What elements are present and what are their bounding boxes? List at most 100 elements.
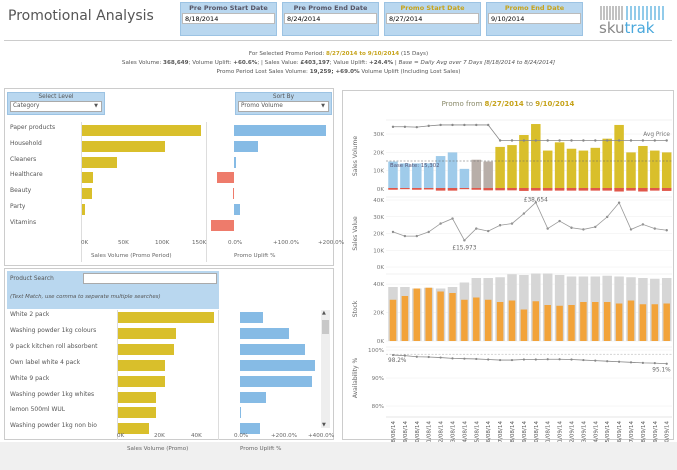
select-level-value[interactable]: Category ▼ — [10, 101, 102, 112]
availability-point — [665, 362, 668, 365]
availability-point — [403, 354, 406, 357]
sort-by-selected: Promo Volume — [241, 103, 283, 109]
x-tick: 07/09/14 — [629, 421, 635, 447]
y-tick: 80% — [372, 404, 384, 410]
availability-end-label: 95.1% — [652, 368, 671, 374]
lost-uplift-value: ; +69.0% — [331, 69, 360, 75]
volume-bar — [117, 423, 150, 435]
lost-sales-bar — [435, 188, 446, 191]
x-tick: 02/09/14 — [570, 421, 576, 447]
stock-bar — [651, 304, 659, 341]
y-tick: 30K — [373, 215, 384, 221]
sales-volume-bar — [459, 168, 470, 189]
barcode-icon — [600, 6, 664, 20]
avg-price-point — [606, 139, 609, 142]
min-value-label: £15,973 — [452, 245, 476, 251]
chart-separator — [218, 310, 219, 440]
row-label: 9 pack kitchen roll absorbent — [10, 342, 98, 350]
lost-sales-bar — [412, 188, 422, 190]
volume-tick: 0K — [81, 240, 89, 246]
row-label: White 2 pack — [10, 311, 50, 318]
avg-price-point — [451, 123, 454, 127]
row-label: Washing powder 1kg colours — [10, 326, 97, 334]
row-label: Washing powder 1kg whites — [10, 390, 95, 398]
pre-promo-end-input[interactable] — [284, 13, 377, 24]
promo-summary: For Selected Promo Period: 8/27/2014 to … — [0, 50, 677, 77]
lost-sales-bar — [507, 188, 517, 191]
uplift-tick: 0.0% — [234, 433, 249, 439]
availability-point — [415, 355, 418, 358]
volume-bar — [117, 391, 156, 403]
promo-start-input[interactable] — [386, 13, 479, 24]
volume-axis-title: Sales Volume (Promo) — [127, 446, 189, 452]
summary-days: (15 Days) — [399, 51, 429, 57]
row-label: lemon 500ml WUL — [10, 406, 66, 414]
availability-point — [499, 358, 502, 362]
avg-price-point — [463, 123, 466, 127]
avg-price-point — [534, 139, 537, 142]
x-tick: 29/08/14 — [522, 421, 528, 447]
sales-volume-bar — [626, 152, 636, 189]
sales-value-value: £403,197 — [300, 60, 330, 66]
uplift-bar — [240, 343, 305, 355]
avg-price-point — [570, 139, 573, 142]
sales-volume-bar — [578, 150, 589, 189]
avg-price-point — [629, 139, 633, 142]
availability-point — [594, 359, 597, 362]
volume-bar — [81, 188, 92, 200]
lost-sales-bar — [471, 188, 482, 190]
uplift-tick: 0.0% — [228, 240, 243, 246]
stock-bar — [603, 302, 611, 341]
availability-point — [487, 358, 490, 361]
y-tick: 0K — [377, 265, 385, 271]
y-tick: 20K — [373, 150, 384, 156]
x-tick: 22/08/14 — [439, 421, 445, 447]
uplift-bar — [240, 391, 267, 403]
sort-by-value[interactable]: Promo Volume ▼ — [238, 101, 329, 112]
scroll-up-icon[interactable]: ▲ — [322, 310, 326, 316]
scrollbar-thumb[interactable] — [322, 320, 329, 334]
stock-bar — [532, 301, 540, 341]
promo-end-input[interactable] — [488, 13, 581, 24]
sort-by-dropdown[interactable]: Sort By Promo Volume ▼ — [235, 92, 332, 115]
x-tick: 24/08/14 — [462, 421, 468, 447]
pre-promo-start-input[interactable] — [182, 13, 275, 24]
sales-volume-bar — [519, 135, 529, 189]
summary-promo-end: 9/10/2014 — [367, 51, 400, 57]
product-search-input[interactable] — [83, 273, 217, 284]
scroll-down-icon[interactable]: ▼ — [322, 422, 326, 428]
product-list-scrollbar[interactable]: ▲ ▼ — [321, 310, 330, 428]
row-label: Party — [10, 203, 26, 210]
sales-volume-bar — [447, 152, 458, 189]
skutrak-logo: skutrak — [595, 4, 673, 37]
y-tick: 0K — [377, 339, 385, 345]
x-tick: 05/09/14 — [605, 421, 611, 447]
max-value-label: £38,654 — [524, 197, 548, 203]
stock-bar — [437, 291, 444, 341]
sales-volume-bar — [400, 163, 410, 189]
chart-separator — [206, 122, 207, 262]
lost-sales-bar — [400, 188, 410, 190]
product-search-box: Product Search (Text Match, use comma to… — [7, 271, 219, 309]
stock-bar — [556, 305, 563, 341]
volume-bar — [117, 375, 166, 387]
uplift-bar — [240, 407, 241, 419]
stock-bar — [449, 293, 456, 341]
lost-sales-bar — [388, 188, 398, 190]
pre-promo-start-label: Pre Promo Start Date — [189, 4, 268, 12]
availability-point — [439, 356, 442, 359]
x-tick: 04/09/14 — [593, 421, 599, 447]
x-tick: 09/09/14 — [653, 421, 659, 447]
select-level-dropdown[interactable]: Select Level Category ▼ — [7, 92, 105, 115]
lost-sales-bar — [638, 188, 648, 192]
avg-price-point — [522, 139, 526, 142]
sales-volume-bar — [412, 163, 422, 189]
promo-end-label: Promo End Date — [504, 4, 565, 12]
summary-promo-start: 8/27/2014 — [326, 51, 358, 57]
availability-point — [570, 358, 573, 361]
stock-total-bar — [519, 275, 529, 341]
volume-bar — [117, 359, 166, 371]
timeline-title-prefix: Promo from — [441, 100, 485, 108]
avg-price-line — [393, 124, 667, 141]
availability-point — [606, 360, 609, 363]
